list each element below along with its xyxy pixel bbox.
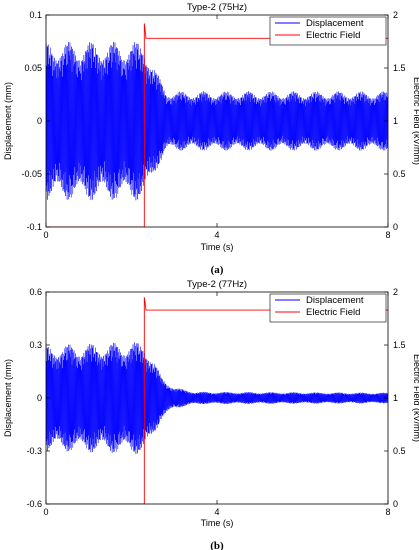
y-tick-label: 0.6 <box>29 287 42 297</box>
x-tick-label: 4 <box>214 507 219 517</box>
y2-tick-label: 1 <box>393 116 398 126</box>
y-tick-label: -0.1 <box>26 222 42 232</box>
x-tick-label: 0 <box>43 230 48 240</box>
x-tick-label: 0 <box>43 507 48 517</box>
legend-box <box>269 16 387 46</box>
legend-box <box>269 293 387 323</box>
legend-label: Displacement <box>306 18 364 29</box>
y-axis-label: Displacement (mm) <box>3 359 13 437</box>
x-tick-label: 4 <box>214 230 219 240</box>
y2-tick-label: 2 <box>393 10 398 20</box>
x-tick-label: 8 <box>385 230 390 240</box>
y2-tick-label: 0.5 <box>393 169 406 179</box>
y2-tick-label: 1 <box>393 393 398 403</box>
electric-field-line <box>46 297 388 504</box>
x-tick-label: 8 <box>385 507 390 517</box>
y2-tick-label: 0.5 <box>393 446 406 456</box>
displacement-line <box>46 41 388 201</box>
panel-caption: (b) <box>210 540 224 550</box>
displacement-line <box>46 342 388 455</box>
y-tick-label: 0 <box>37 116 42 126</box>
y-tick-label: 0.1 <box>29 10 42 20</box>
y2-tick-label: 0 <box>393 222 398 232</box>
panel-caption: (a) <box>211 264 224 276</box>
y2-tick-label: 2 <box>393 287 398 297</box>
chart-panel-a: 0 4 8 -0.1 -0.05 0 0.05 0.1 0 0.5 1 1.5 2 Type-2 (75H… <box>3 2 419 276</box>
y2-tick-label: 1.5 <box>393 340 406 350</box>
y-tick-label: 0 <box>37 393 42 403</box>
chart-title: Type-2 (75Hz) <box>187 2 247 13</box>
x-axis-label: Time (s) <box>201 518 234 528</box>
legend-label: Displacement <box>306 295 364 306</box>
y-tick-label: -0.3 <box>26 446 42 456</box>
y2-tick-label: 0 <box>393 499 398 509</box>
y2-tick-label: 1.5 <box>393 63 406 73</box>
y2-axis-label: Electric Field (kV/mm) <box>412 77 419 165</box>
chart-panel-b: 0 4 8 -0.6 -0.3 0 0.3 0.6 0 0.5 1 1.5 2 Type-2 (77Hz)… <box>3 279 419 550</box>
x-axis-label: Time (s) <box>201 242 234 252</box>
y-tick-label: -0.05 <box>21 169 42 179</box>
y-tick-label: -0.6 <box>26 499 42 509</box>
electric-field-line <box>46 23 388 227</box>
y-axis-label: Displacement (mm) <box>3 82 13 160</box>
legend-label: Electric Field <box>306 30 360 41</box>
y-tick-label: 0.3 <box>29 340 42 350</box>
legend-label: Electric Field <box>306 307 360 318</box>
y2-axis-label: Electric Field (kV/mm) <box>412 354 419 442</box>
y-tick-label: 0.05 <box>24 63 42 73</box>
chart-title: Type-2 (77Hz) <box>187 279 247 290</box>
